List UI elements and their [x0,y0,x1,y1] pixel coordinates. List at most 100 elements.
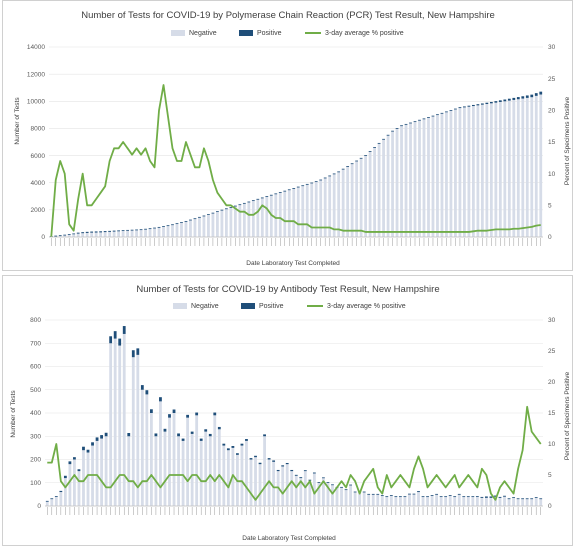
antibody-y-axis-label: Number of Tests [10,390,17,438]
pcr-positive-bar [166,225,170,227]
pcr-negative-bar [130,230,134,237]
pcr-positive-bar [76,232,80,234]
ab-negative-bar [226,450,230,506]
pcr-positive-bar [373,147,376,148]
antibody-chart: Number of Tests for COVID-19 by Antibody… [10,284,571,542]
ab-negative-bar [376,494,380,506]
ab-negative-bar [73,459,76,506]
ab-positive-bar [267,458,271,460]
pcr-positive-bar [130,229,134,231]
ab-y-tick-label: 700 [30,340,41,347]
ab-y-tick-label: 400 [30,410,41,417]
pcr-negative-bar [400,125,403,237]
ab-negative-bar [453,496,457,506]
ab-negative-bar [86,452,90,506]
ab-negative-bar [177,436,180,506]
ab-positive-bar [172,409,176,413]
pcr-positive-bar [189,219,192,221]
ab-positive-bar [312,472,316,474]
pcr-negative-bar [242,203,246,237]
ab-positive-bar [444,496,448,498]
pcr-negative-bar [301,185,305,237]
ab-positive-bar [181,438,185,441]
ab-negative-bar [45,501,49,506]
ab-negative-bar [353,492,357,506]
ab-negative-bar [199,440,203,506]
ab-positive-bar [299,477,303,479]
pcr-negative-bar [220,210,224,237]
ab-negative-bar [145,394,149,506]
ab-legend-negative-swatch [173,303,187,309]
pcr-positive-bar [332,173,336,175]
ab-positive-bar [426,496,429,498]
pcr-negative-bar [530,97,534,237]
ab-positive-bar [249,458,253,460]
antibody-bars [45,326,543,506]
ab-positive-bar [245,439,248,441]
ab-negative-bar [208,436,212,506]
pcr-positive-bar [539,91,543,95]
ab-positive-bar [453,496,457,498]
pcr-positive-bar [328,175,332,177]
pcr-y2-tick-label: 0 [548,234,552,241]
ab-negative-bar [149,413,153,506]
ab-positive-bar [82,446,85,451]
ab-positive-bar [349,484,352,486]
pcr-positive-bar [400,125,403,127]
ab-negative-bar [408,494,411,506]
ab-negative-bar [222,445,226,506]
pcr-negative-bar [359,158,363,237]
pcr-y-tick-label: 0 [41,234,45,241]
pcr-positive-bar [449,110,453,111]
ab-positive-bar [177,433,180,437]
pcr-negative-bar [126,230,129,237]
pcr-positive-bar [256,198,260,200]
pcr-positive-bar [404,123,408,125]
pcr-negative-bar [382,139,385,237]
ab-positive-bar [421,496,425,498]
pcr-negative-bar [516,99,520,237]
ab-negative-bar [322,478,325,506]
pcr-negative-bar [305,184,309,237]
pcr-negative-bar [489,103,493,237]
pcr-negative-bar [211,213,215,237]
ab-negative-bar [168,417,171,506]
ab-negative-bar [263,436,266,506]
pcr-positive-bar [224,208,228,210]
ab-positive-bar [303,470,307,472]
pcr-negative-bar [207,214,210,237]
ab-positive-bar [140,385,144,390]
pcr-y-axis-label: Number of Tests [14,97,21,145]
ab-positive-bar [118,338,122,346]
pcr-positive-bar [507,98,511,101]
pcr-negative-bar [260,197,264,237]
ab-positive-bar [163,428,167,432]
ab-positive-bar [285,462,289,465]
ab-negative-bar [349,485,352,506]
ab-negative-bar [498,497,502,506]
ab-positive-bar [290,469,294,472]
pcr-positive-bar [117,230,121,232]
pcr-positive-bar [516,97,520,100]
ab-negative-bar [471,496,475,506]
pcr-positive-bar [485,102,489,104]
pcr-negative-bar [76,233,80,237]
ab-positive-bar [525,498,529,500]
antibody-chart-panel: Number of Tests for COVID-19 by Antibody… [2,275,573,546]
pcr-negative-bar [373,147,376,237]
pcr-legend: Negative Positive 3-day average % positive [171,30,404,37]
ab-negative-bar [358,492,362,506]
ab-positive-bar [276,469,280,472]
ab-negative-bar [462,496,466,506]
ab-negative-bar [240,445,244,506]
ab-positive-bar [100,435,103,439]
pcr-negative-bar [157,227,161,237]
ab-negative-bar [154,436,158,506]
pcr-positive-bar [364,155,368,156]
pcr-percent-positive-line [50,84,541,238]
pcr-negative-bar [256,199,260,237]
pcr-negative-bar [346,166,350,237]
pcr-negative-bar [274,193,278,237]
pcr-positive-bar [292,188,296,189]
ab-negative-bar [398,496,402,506]
